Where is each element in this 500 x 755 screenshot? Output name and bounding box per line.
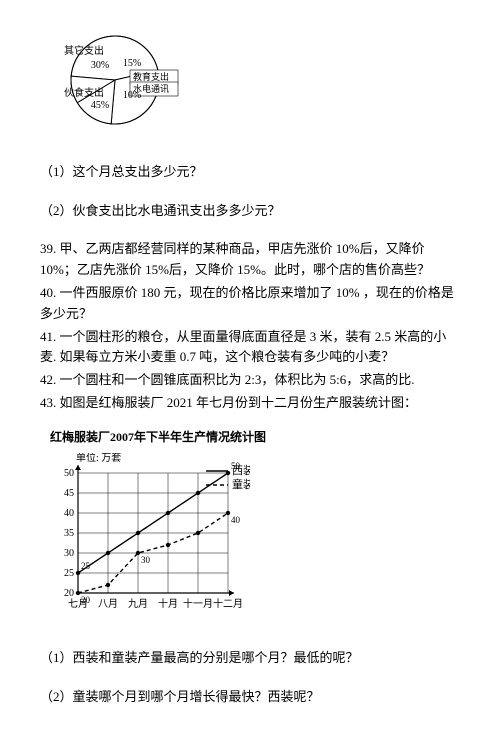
svg-text:45: 45 (64, 488, 74, 499)
linechart-title: 红梅服装厂2007年下半年生产情况统计图 (50, 428, 460, 447)
svg-text:八月: 八月 (98, 598, 118, 610)
svg-text:50: 50 (64, 468, 74, 479)
svg-text:25: 25 (64, 568, 74, 579)
svg-text:西装: 西装 (232, 464, 250, 477)
problem-39: 39. 甲、乙两店都经营同样的某种商品，甲店先涨价 10%后，又降价 10%；乙… (40, 239, 460, 281)
svg-text:30%: 30% (91, 60, 109, 71)
svg-text:30: 30 (64, 548, 74, 559)
linechart-svg: 20253035404550七月八月九月十月十一月十二月单位: 万套255020… (50, 453, 250, 623)
line-chart: 20253035404550七月八月九月十月十一月十二月单位: 万套255020… (50, 453, 460, 630)
svg-text:教育支出: 教育支出 (133, 71, 169, 82)
svg-text:45%: 45% (91, 100, 109, 111)
svg-text:20: 20 (64, 588, 74, 599)
question-2: （2）伙食支出比水电通讯支出多多少元？ (40, 201, 460, 222)
question-1: （1）这个月总支出多少元？ (40, 162, 460, 183)
svg-text:伙食支出: 伙食支出 (64, 86, 104, 99)
svg-text:单位: 万套: 单位: 万套 (76, 453, 121, 464)
svg-text:30: 30 (141, 555, 151, 565)
svg-text:九月: 九月 (128, 598, 148, 610)
svg-text:十二月: 十二月 (213, 597, 243, 610)
problem-43: 43. 如图是红梅服装厂 2021 年七月份到十二月份生产服装统计图： (40, 393, 460, 414)
svg-text:40: 40 (64, 508, 74, 519)
problem-41: 41. 一个圆柱形的粮仓，从里面量得底面直径是 3 米，装有 2.5 米高的小麦… (40, 327, 460, 369)
svg-text:35: 35 (64, 528, 74, 539)
svg-text:40: 40 (231, 515, 241, 525)
svg-text:其它支出: 其它支出 (64, 44, 104, 57)
pie-chart: 伙食支出45%其它支出30%教育支出15%水电通讯10% (60, 30, 460, 142)
svg-text:25: 25 (81, 561, 91, 571)
question-43-2: （2）童装哪个月到哪个月增长得最快？西装呢？ (40, 687, 460, 708)
question-43-1: （1）西装和童装产量最高的分别是哪个月？最低的呢？ (40, 648, 460, 669)
svg-text:十一月: 十一月 (183, 597, 213, 610)
problem-42: 42. 一个圆柱和一个圆锥底面积比为 2:3，体积比为 5:6，求高的比. (40, 370, 460, 391)
pie-svg: 伙食支出45%其它支出30%教育支出15%水电通讯10% (60, 30, 190, 135)
svg-text:10%: 10% (123, 90, 141, 101)
svg-text:15%: 15% (123, 58, 141, 69)
svg-text:十月: 十月 (158, 597, 178, 610)
svg-text:童装: 童装 (232, 477, 250, 491)
problem-40: 40. 一件西服原价 180 元，现在的价格比原来增加了 10% ，现在的价格是… (40, 283, 460, 325)
svg-text:20: 20 (81, 595, 91, 605)
